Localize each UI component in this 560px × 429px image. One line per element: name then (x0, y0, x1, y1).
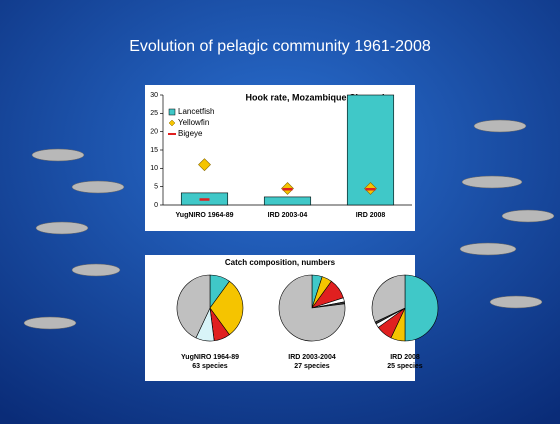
x-tick-label: YugNIRO 1964-89 (176, 212, 234, 219)
y-tick-label: 25 (150, 110, 158, 117)
legend-label: Lancetfish (178, 107, 214, 116)
y-tick-label: 5 (154, 184, 158, 191)
legend-label: Bigeye (178, 129, 203, 138)
y-tick-label: 20 (150, 129, 158, 136)
slide-title: Evolution of pelagic community 1961-2008 (129, 38, 431, 55)
bar (264, 197, 310, 205)
pie-label: YugNIRO 1964-89 (181, 354, 239, 361)
pie-label: IRD 2003-2004 (288, 354, 336, 361)
x-tick-label: IRD 2008 (356, 212, 386, 219)
pie-label: IRD 2008 (390, 354, 420, 361)
x-tick-label: IRD 2003-04 (268, 212, 308, 219)
slide: Evolution of pelagic community 1961-2008… (0, 0, 560, 424)
pie-sublabel: 25 species (387, 363, 423, 370)
pie-sublabel: 27 species (294, 363, 330, 370)
pie-sublabel: 63 species (192, 363, 228, 370)
y-tick-label: 15 (150, 147, 158, 154)
y-tick-label: 30 (150, 92, 158, 99)
y-tick-label: 0 (154, 202, 158, 209)
chart-title: Catch composition, numbers (225, 258, 336, 267)
y-tick-label: 10 (150, 165, 158, 172)
legend-swatch (169, 109, 175, 115)
legend-label: Yellowfin (178, 118, 209, 127)
